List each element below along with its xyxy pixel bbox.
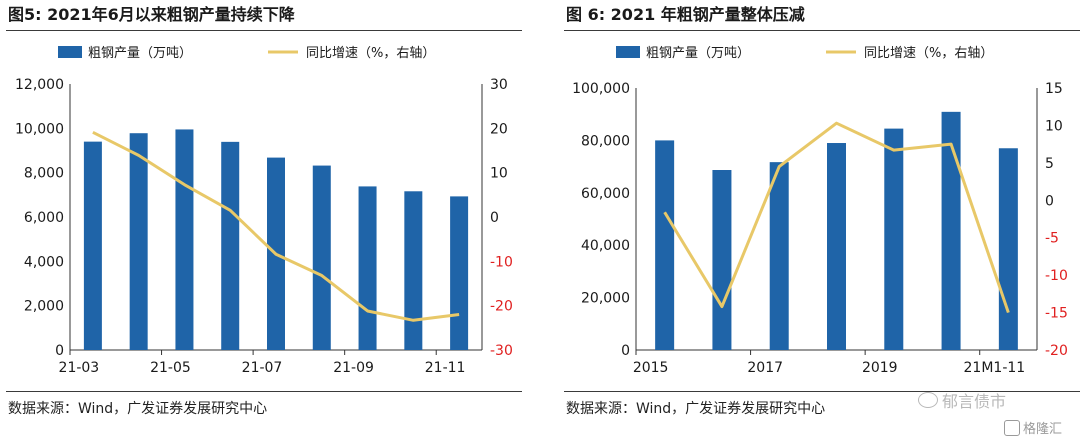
legend: 粗钢产量（万吨） 同比增速（%，右轴） <box>616 46 993 61</box>
y-left-tick-label: 80,000 <box>581 133 630 149</box>
legend-line-label: 同比增速（%，右轴） <box>306 46 435 61</box>
y-left-tick-label: 8,000 <box>24 166 64 182</box>
x-tick-label: 21-09 <box>333 360 374 376</box>
y-right-tick-label: 10 <box>1045 118 1063 134</box>
y-right-tick-label: -5 <box>1045 231 1059 247</box>
y-right-tick-label: -20 <box>490 299 513 315</box>
x-tick-label: 21-07 <box>242 360 283 376</box>
y-right-tick-label: 0 <box>490 210 499 226</box>
legend-bar-swatch <box>58 46 82 58</box>
y-right-tick-label: 20 <box>490 121 508 137</box>
y-left-tick-label: 40,000 <box>581 238 630 254</box>
x-tick-label: 21-03 <box>59 360 100 376</box>
y-right-tick-label: -20 <box>1045 343 1068 359</box>
chart-title: 图 6: 2021 年粗钢产量整体压减 <box>566 5 805 24</box>
y-left-tick-label: 20,000 <box>581 291 630 307</box>
source-divider <box>564 391 1080 392</box>
source-note: 数据来源：Wind，广发证券发展研究中心 <box>8 401 268 417</box>
x-tick-label: 2017 <box>747 360 783 376</box>
legend-bar-label: 粗钢产量（万吨） <box>88 46 192 61</box>
bar <box>175 129 194 350</box>
bar <box>827 143 846 350</box>
bar <box>450 196 469 350</box>
legend-line-label: 同比增速（%，右轴） <box>864 46 993 61</box>
source-divider <box>6 391 522 392</box>
chart-svg: 粗钢产量（万吨） 同比增速（%，右轴） 0 2,000 4,000 6,000 8,000 1… <box>15 46 513 376</box>
y-right-tick-label: 30 <box>490 77 508 93</box>
y-left-tick-label: 4,000 <box>24 254 64 270</box>
legend-bar-label: 粗钢产量（万吨） <box>646 46 750 61</box>
y-right-tick-label: 0 <box>1045 193 1054 209</box>
watermark: 郁言债市 <box>918 388 1006 412</box>
x-tick-label: 21M1-11 <box>964 360 1026 376</box>
bar <box>655 140 675 350</box>
y-left-tick-label: 0 <box>55 343 64 359</box>
y-left-tick-label: 2,000 <box>24 299 64 315</box>
bar <box>998 148 1018 350</box>
source-note: 数据来源：Wind，广发证券发展研究中心 <box>566 401 826 417</box>
x-tick-label: 2019 <box>862 360 898 376</box>
y-right-tick-label: -15 <box>1045 306 1068 322</box>
y-right-tick-label: -10 <box>490 254 513 270</box>
y-left-tick-label: 12,000 <box>15 77 64 93</box>
chart-title: 图5: 2021年6月以来粗钢产量持续下降 <box>8 5 295 24</box>
legend: 粗钢产量（万吨） 同比增速（%，右轴） <box>58 46 435 61</box>
title-divider <box>6 30 522 31</box>
y-right-tick-label: 15 <box>1045 81 1063 97</box>
x-tick-label: 2015 <box>633 360 669 376</box>
chart-panel-right: 图 6: 2021 年粗钢产量整体压减 粗钢产量（万吨） 同比增速（%，右轴） 0 2… <box>558 0 1080 444</box>
watermark-secondary-text: 格隆汇 <box>1023 422 1063 437</box>
bar <box>83 141 102 350</box>
y-left-tick-label: 6,000 <box>24 210 64 226</box>
logo-icon <box>1004 419 1020 436</box>
chart-panel-left: 图5: 2021年6月以来粗钢产量持续下降 粗钢产量（万吨） 同比增速（%，右轴）… <box>0 0 522 444</box>
x-tick-label: 21-05 <box>150 360 191 376</box>
bar <box>712 170 732 350</box>
bar <box>129 133 148 350</box>
bar <box>941 111 961 350</box>
y-left-tick-label: 60,000 <box>581 186 630 202</box>
bar <box>884 128 904 350</box>
title-divider <box>564 30 1080 31</box>
bar <box>769 162 789 350</box>
bar <box>404 191 423 350</box>
chart-svg: 粗钢产量（万吨） 同比增速（%，右轴） 0 20,000 40,000 60,000 80,… <box>572 46 1068 376</box>
y-right-tick-label: 10 <box>490 166 508 182</box>
y-right-tick-label: -30 <box>490 343 513 359</box>
bar <box>358 186 377 350</box>
legend-bar-swatch <box>616 46 640 58</box>
y-left-tick-label: 100,000 <box>572 81 630 97</box>
wechat-icon <box>918 392 938 408</box>
y-left-tick-label: 10,000 <box>15 121 64 137</box>
y-right-tick-label: -10 <box>1045 268 1068 284</box>
bar <box>221 141 240 350</box>
bar <box>312 165 331 350</box>
watermark-secondary: 格隆汇 <box>1004 418 1062 437</box>
y-left-tick-label: 0 <box>621 343 630 359</box>
x-tick-label: 21-11 <box>425 360 466 376</box>
y-right-tick-label: 5 <box>1045 156 1054 172</box>
watermark-text: 郁言债市 <box>942 392 1007 411</box>
